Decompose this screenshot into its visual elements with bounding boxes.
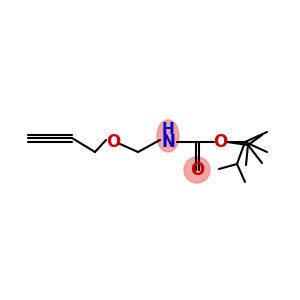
Text: O: O (190, 161, 204, 179)
Circle shape (184, 157, 210, 183)
Text: N: N (161, 133, 175, 151)
Text: H: H (162, 122, 174, 136)
Ellipse shape (157, 120, 179, 152)
Text: O: O (213, 133, 227, 151)
Text: O: O (106, 133, 120, 151)
